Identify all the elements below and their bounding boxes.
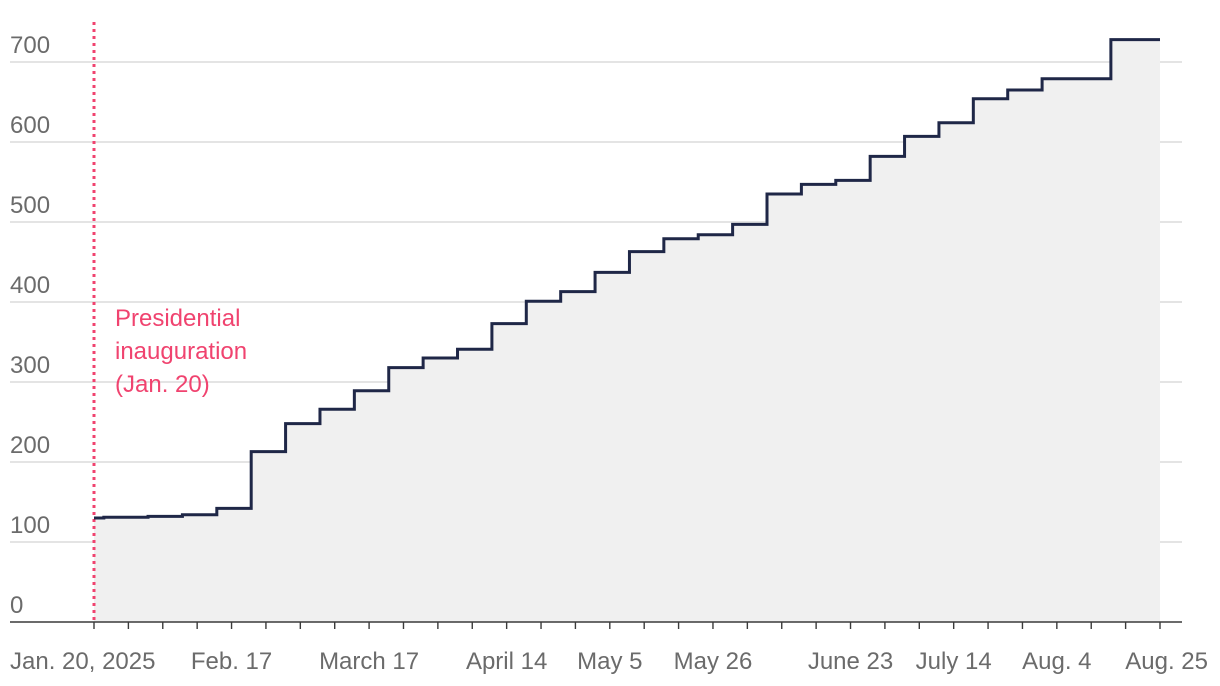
area-layer [94, 39, 1160, 623]
x-tick-label: July 14 [916, 648, 992, 675]
x-axis: Jan. 20, 2025 Feb. 17 March 17 April 14 May … [10, 621, 1208, 675]
x-tick-label: Aug. 25 [1125, 648, 1208, 675]
series-area [94, 39, 1160, 623]
y-tick-label: 200 [10, 432, 50, 459]
y-tick-label: 400 [10, 272, 50, 299]
annotation-layer: Presidential inauguration (Jan. 20) [92, 22, 247, 622]
x-tick-label: Feb. 17 [191, 648, 272, 675]
y-tick-label: 600 [10, 112, 50, 139]
series-layer [94, 38, 1160, 520]
y-tick-label: 0 [10, 592, 23, 619]
y-axis-labels: 0 100 200 300 400 500 600 700 [10, 32, 50, 619]
annotation-text-line: Presidential [115, 305, 240, 332]
annotation-text-line: inauguration [115, 338, 247, 365]
x-tick-label: May 5 [577, 648, 642, 675]
y-tick-label: 300 [10, 352, 50, 379]
annotation-text-line: (Jan. 20) [115, 371, 210, 398]
x-tick-label: April 14 [466, 648, 547, 675]
y-tick-label: 500 [10, 192, 50, 219]
y-tick-label: 700 [10, 32, 50, 59]
x-tick-label: March 17 [319, 648, 419, 675]
y-tick-label: 100 [10, 512, 50, 539]
x-tick-label: Aug. 4 [1022, 648, 1091, 675]
x-tick-label: June 23 [808, 648, 893, 675]
x-tick-label: May 26 [674, 648, 753, 675]
x-tick-label: Jan. 20, 2025 [10, 648, 155, 675]
series-line [94, 38, 1160, 520]
